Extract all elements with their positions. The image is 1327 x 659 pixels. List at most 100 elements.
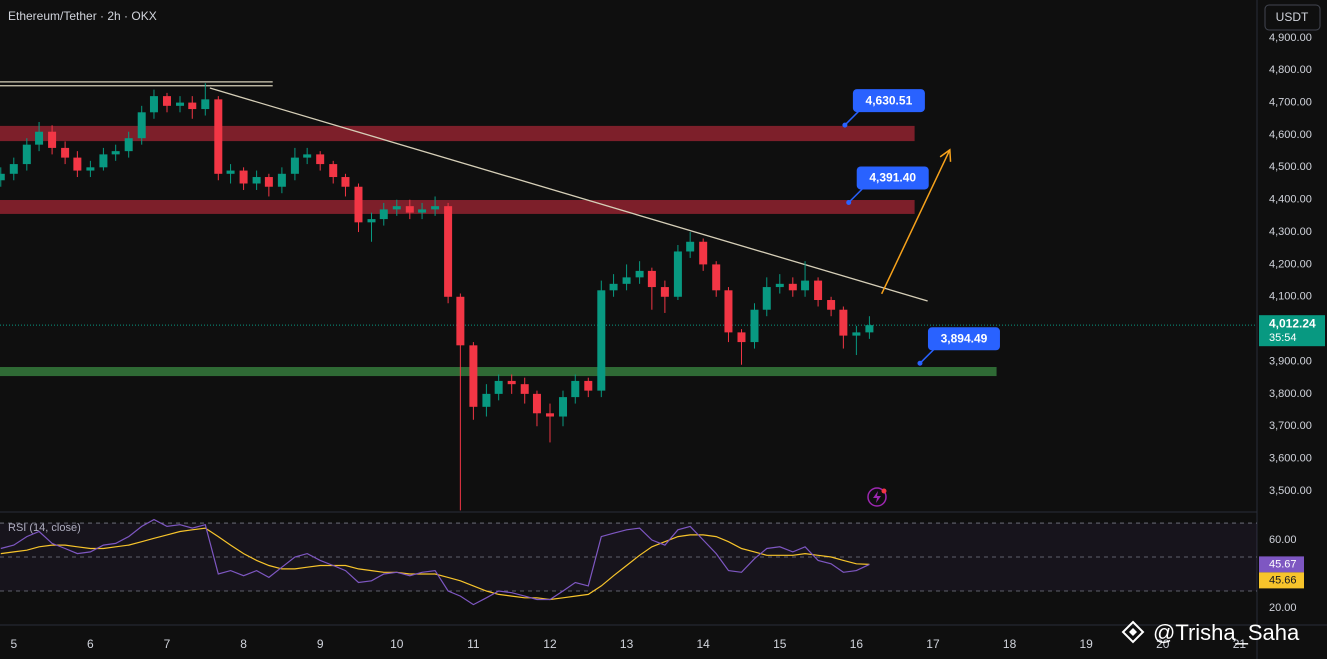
watermark: @Trisha_Saha (1153, 620, 1300, 645)
candle-body (354, 186, 363, 223)
candle-body (149, 96, 158, 113)
x-tick-label: 15 (773, 637, 787, 651)
candle-body (622, 277, 631, 284)
y-tick-label: 4,700.00 (1269, 97, 1312, 109)
alert-icon[interactable] (867, 487, 887, 507)
candle-body (532, 393, 541, 414)
rsi-value-label: 45.67 (1269, 558, 1297, 570)
callout-label: 4,391.40 (869, 171, 916, 185)
candle-body (852, 332, 861, 336)
candle-body (9, 164, 18, 174)
candle-body (559, 397, 568, 417)
chart-title: Ethereum/Tether · 2h · OKX (8, 9, 157, 23)
trend-line (209, 87, 928, 302)
rsi-tick-label: 60.00 (1269, 534, 1297, 546)
currency[interactable]: USDT (1276, 10, 1309, 24)
candle-body (444, 206, 453, 297)
candle-body (494, 380, 503, 394)
candle-body (737, 332, 746, 343)
rsi-ma-value-label: 45.66 (1269, 574, 1297, 586)
candle-body (111, 151, 120, 155)
last-price-label: 4,012.24 (1269, 316, 1316, 330)
rsi-value-box (1259, 556, 1304, 573)
candle-body (647, 270, 656, 288)
y-tick-label: 4,900.00 (1269, 32, 1312, 44)
candle-body (367, 219, 376, 223)
candle-body (699, 241, 708, 265)
candle-body (0, 173, 5, 181)
candle-body (214, 99, 223, 174)
x-tick-label: 16 (850, 637, 864, 651)
candle-body (239, 170, 248, 184)
x-tick-label: 5 (10, 637, 17, 651)
price-zone (0, 125, 915, 142)
x-tick-label: 6 (87, 637, 94, 651)
price-zone (0, 367, 997, 377)
x-tick-label: 10 (390, 637, 404, 651)
x-tick-label: 9 (317, 637, 324, 651)
candle-body (635, 270, 644, 278)
candle-body (188, 102, 197, 110)
y-tick-label: 3,700.00 (1269, 420, 1312, 432)
candle-body (469, 345, 478, 407)
x-tick-label: 13 (620, 637, 634, 651)
candle-body (584, 380, 593, 391)
callout-label: 3,894.49 (941, 331, 988, 345)
candle-body (22, 144, 31, 165)
callout-box (927, 327, 1000, 351)
candle-body (277, 173, 286, 187)
candle-body (712, 264, 721, 291)
candle-body (827, 300, 836, 310)
rsi-ma-value-box (1259, 572, 1304, 589)
callout-box (852, 89, 925, 113)
candle-body (520, 384, 529, 394)
candle-body (456, 296, 465, 346)
y-tick-label: 4,300.00 (1269, 226, 1312, 238)
candle-body (35, 131, 44, 145)
candle-body (252, 177, 261, 184)
rsi-tick-label: 20.00 (1269, 602, 1297, 614)
x-tick-label: 17 (926, 637, 940, 651)
y-tick-label: 4,100.00 (1269, 291, 1312, 303)
x-tick-label: 19 (1080, 637, 1094, 651)
countdown: 35:54 (1269, 332, 1297, 344)
candle-body (201, 99, 210, 110)
candle-body (801, 280, 810, 291)
watermark-icon (1121, 620, 1145, 644)
callout-point (846, 199, 852, 205)
currency-box[interactable] (1264, 4, 1321, 31)
candle-body (673, 251, 682, 297)
candle-body (379, 209, 388, 220)
candle-body (290, 157, 299, 174)
candle-body (788, 283, 797, 291)
callout-leader (919, 348, 935, 364)
candle-body (545, 413, 554, 417)
callout-box (856, 166, 929, 190)
candle-body (405, 206, 414, 213)
candle-body (431, 206, 440, 210)
candle-body (762, 287, 771, 310)
candle-body (61, 147, 70, 158)
candle-body (303, 154, 312, 158)
y-tick-label: 4,800.00 (1269, 64, 1312, 76)
x-tick-label: 11 (467, 637, 480, 651)
candle-body (226, 170, 235, 174)
rsi-line (0, 518, 870, 606)
x-tick-label: 21 (1233, 637, 1247, 651)
candle-body (418, 209, 427, 213)
y-tick-label: 3,600.00 (1269, 453, 1312, 465)
arrow-line (880, 149, 951, 295)
y-tick-label: 3,500.00 (1269, 485, 1312, 497)
callout-label: 4,630.51 (866, 93, 913, 107)
candle-body (507, 380, 516, 385)
x-tick-label: 12 (543, 637, 557, 651)
rsi-ma-line (0, 527, 870, 601)
candle-body (48, 131, 57, 148)
x-tick-label: 8 (240, 637, 247, 651)
candle-body (316, 154, 325, 165)
candle-body (724, 290, 733, 333)
callout-point (917, 360, 923, 366)
x-tick-label: 18 (1003, 637, 1017, 651)
x-tick-label: 7 (164, 637, 171, 651)
